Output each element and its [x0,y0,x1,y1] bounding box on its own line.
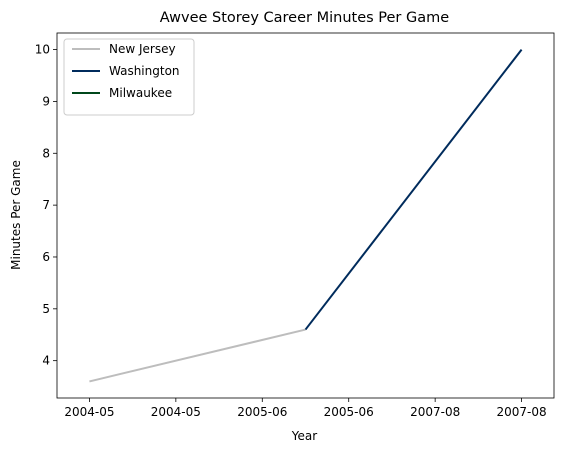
x-tick-label-5: 2007-08 [497,405,547,419]
series-layer [89,48,523,383]
x-axis-label: Year [291,429,317,443]
legend-label-1: Washington [109,64,180,78]
x-tick-label-0: 2004-05 [64,405,114,419]
series-line-1 [304,48,523,331]
x-tick-label-4: 2007-08 [410,405,460,419]
plot-frame [56,32,555,399]
axes-layer: 2004-05 2004-05 2005-06 2005-06 2007-08 2007-… [35,32,555,419]
x-tick-label-1: 2004-05 [151,405,201,419]
y-tick-label-3: 7 [42,198,50,212]
y-axis-label: Minutes Per Game [9,160,23,270]
legend-label-0: New Jersey [109,42,176,56]
x-tick-label-2: 2005-06 [237,405,287,419]
y-tick-label-0: 4 [42,354,50,368]
series-line-0 [89,328,306,383]
y-tick-label-2: 6 [42,250,50,264]
y-tick-label-4: 8 [42,146,50,160]
y-tick-label-6: 10 [35,43,50,57]
legend: New Jersey Washington Milwaukee [63,38,195,116]
x-tick-label-3: 2005-06 [324,405,374,419]
chart-title: Awvee Storey Career Minutes Per Game [160,10,449,26]
y-tick-label-5: 9 [42,94,50,108]
legend-label-2: Milwaukee [109,86,172,100]
legend-box [63,38,195,116]
y-tick-label-1: 5 [42,302,50,316]
